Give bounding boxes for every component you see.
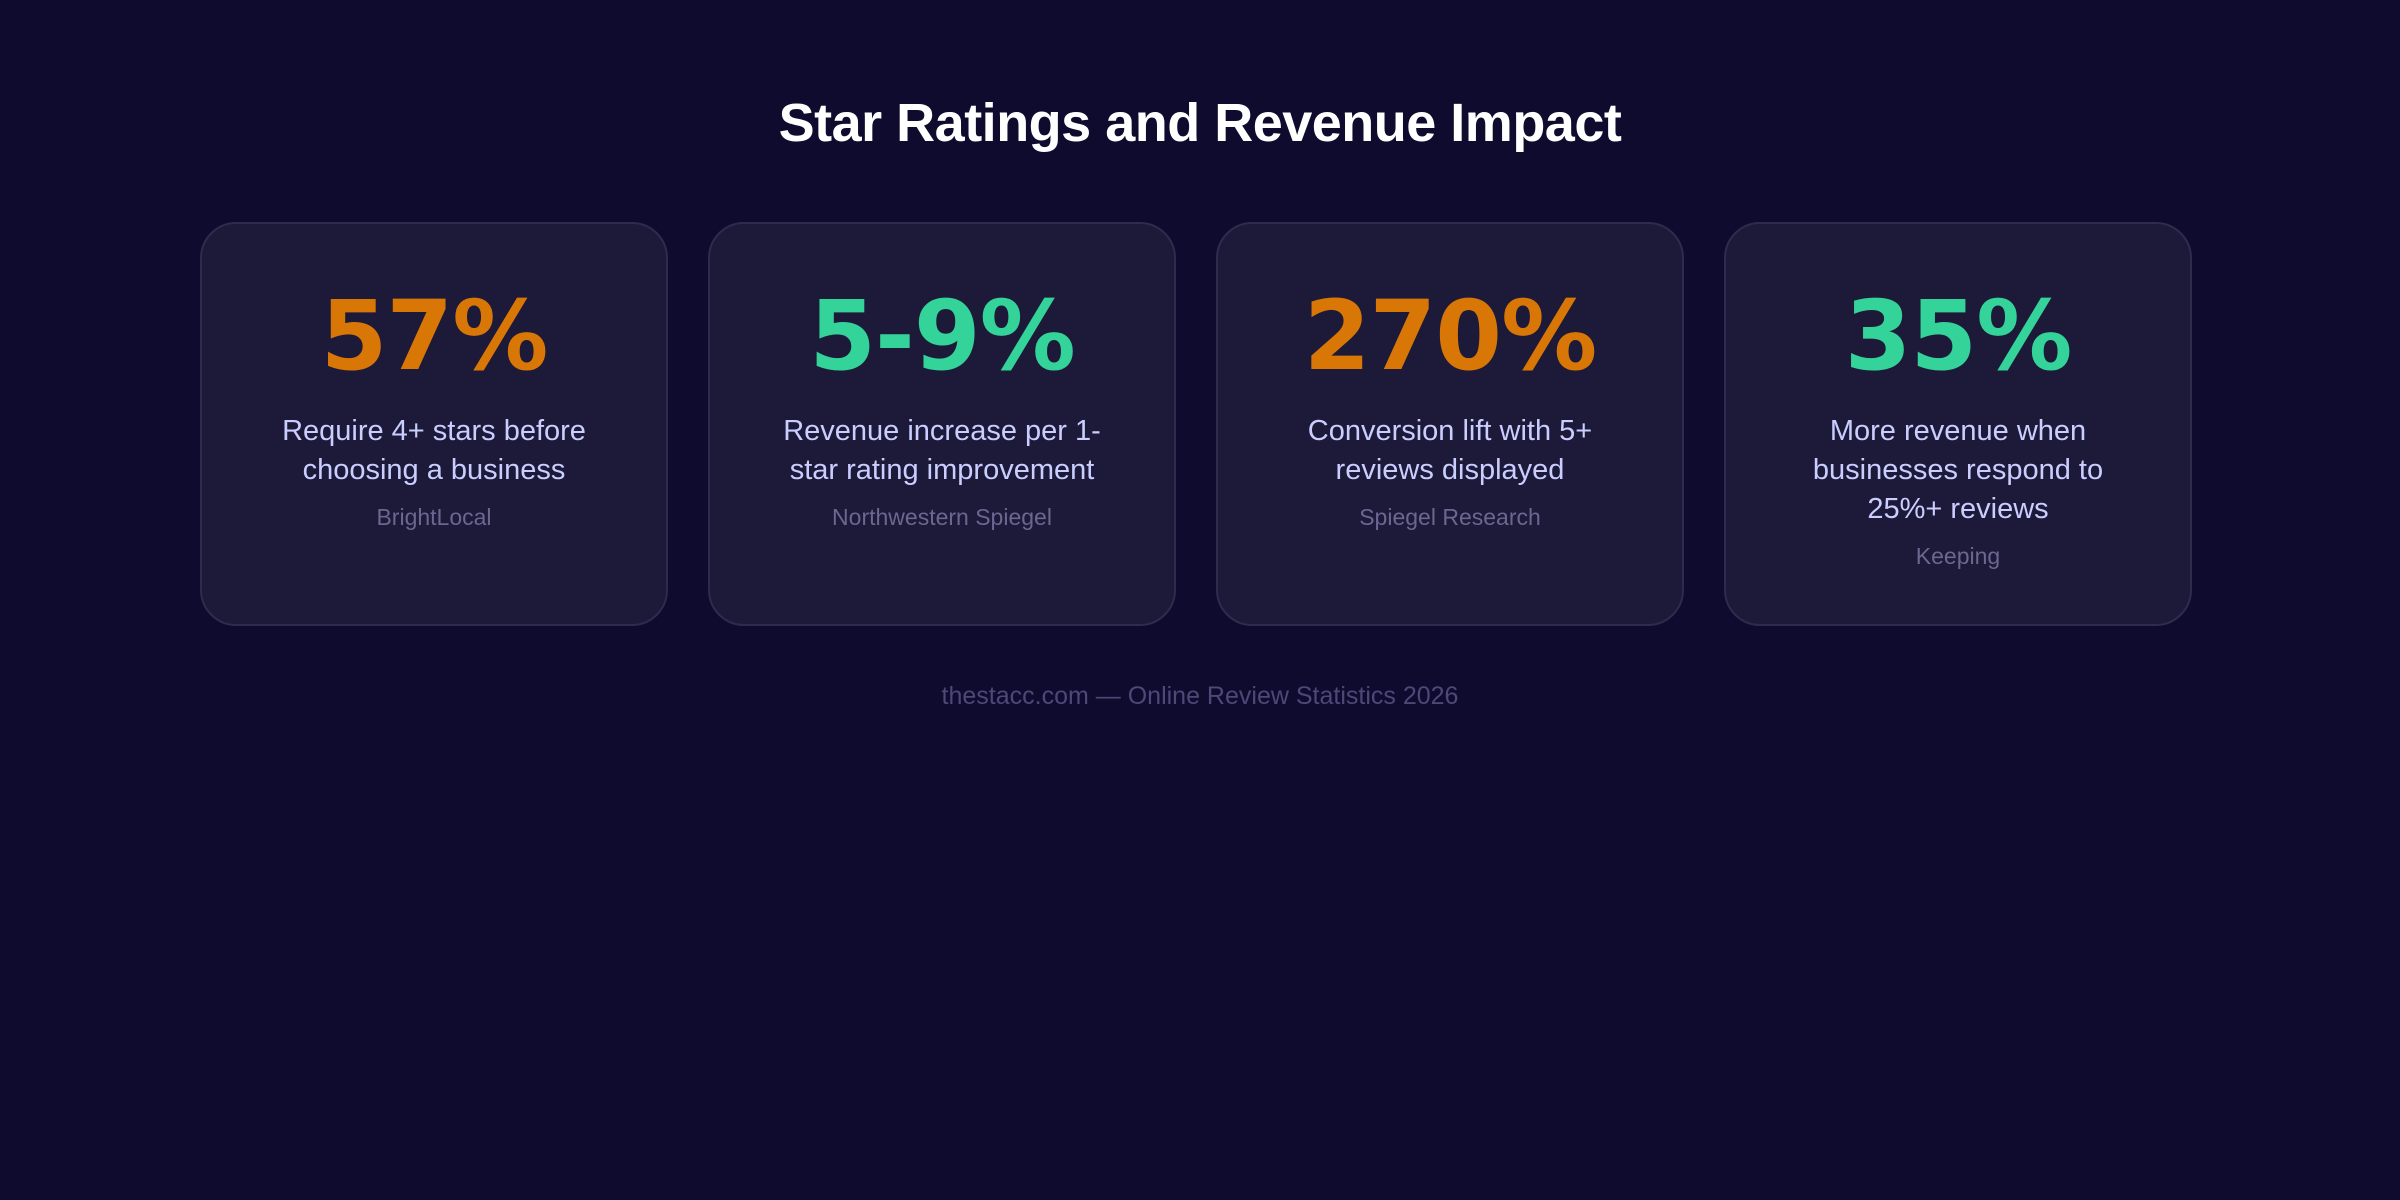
stat-value: 35% (1844, 280, 2073, 392)
stat-description: More revenue when businesses respond to … (1812, 415, 2104, 525)
stat-description: Revenue increase per 1-star rating impro… (783, 415, 1101, 486)
footer-credit: thestacc.com — Online Review Statistics … (941, 682, 1459, 710)
stat-source: BrightLocal (376, 504, 492, 530)
stat-card: 35% More revenue when businesses respond… (1724, 222, 2192, 626)
stat-source: Spiegel Research (1359, 504, 1541, 530)
stat-value: 57% (320, 280, 549, 392)
stat-value: 5-9% (809, 280, 1076, 392)
stat-value: 270% (1303, 280, 1598, 392)
stat-description: Conversion lift with 5+ reviews displaye… (1307, 415, 1593, 486)
stat-card: 5-9% Revenue increase per 1-star rating … (708, 222, 1176, 626)
stat-card: 57% Require 4+ stars before choosing a b… (200, 222, 668, 626)
page-title: Star Ratings and Revenue Impact (778, 93, 1622, 153)
stat-card: 270% Conversion lift with 5+ reviews dis… (1216, 222, 1684, 626)
stat-source: Northwestern Spiegel (832, 504, 1052, 530)
stat-source: Keeping (1915, 543, 2001, 569)
stat-cards: 57% Require 4+ stars before choosing a b… (200, 222, 2200, 626)
stat-description: Require 4+ stars before choosing a busin… (282, 415, 586, 486)
